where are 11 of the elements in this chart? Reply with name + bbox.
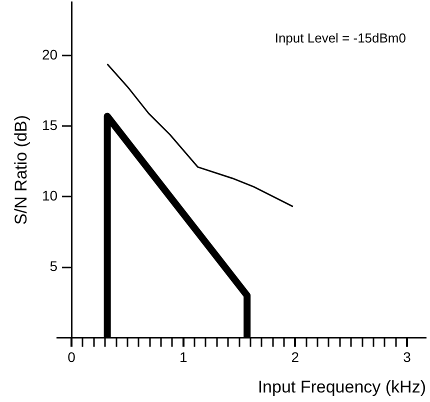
y-tick-label: 5 [50, 258, 58, 274]
y-tick-label: 15 [42, 117, 58, 134]
y-tick-label: 10 [42, 188, 58, 204]
annotation: Input Level = -15dBm0 [274, 30, 406, 46]
x-tick-label: 1 [179, 349, 188, 366]
x-tick-label: 3 [403, 349, 412, 366]
x-axis-title: Input Frequency (kHz) [258, 377, 426, 396]
x-tick-label: 2 [291, 349, 300, 366]
y-axis-title: S/N Ratio (dB) [12, 115, 31, 225]
y-tick-label: 20 [42, 46, 58, 62]
x-tick-label: 0 [68, 349, 76, 366]
